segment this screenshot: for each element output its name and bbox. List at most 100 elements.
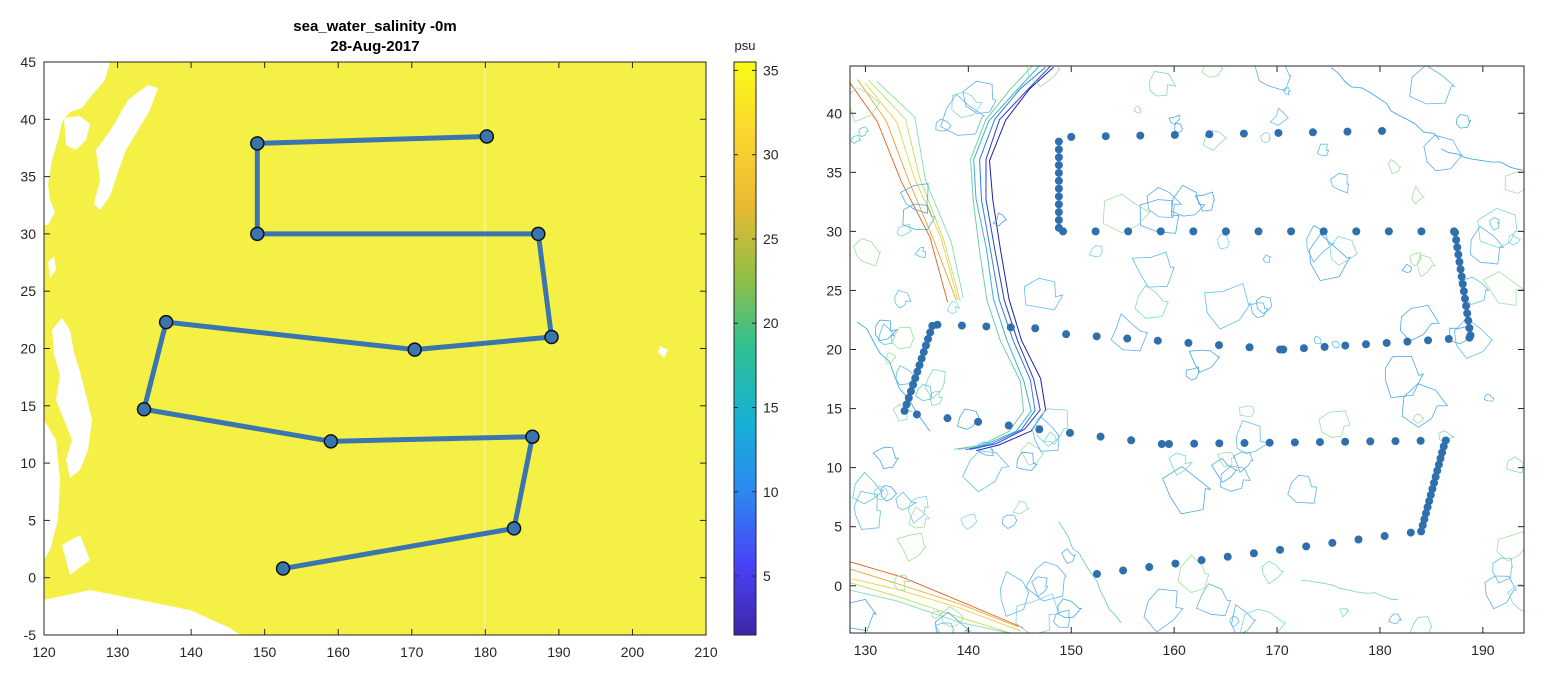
seamount-contour bbox=[962, 80, 997, 114]
seamount-contour bbox=[1015, 593, 1060, 633]
seamount-contour bbox=[934, 611, 972, 633]
shelf-contour bbox=[876, 80, 964, 298]
waypoint-dot bbox=[1454, 250, 1463, 259]
seamount-contour bbox=[1506, 456, 1524, 474]
seamount-contour bbox=[1023, 277, 1064, 311]
seamount-contour bbox=[1195, 583, 1232, 617]
seamount-contour bbox=[1387, 158, 1402, 175]
shelf-contour bbox=[850, 82, 949, 303]
waypoint-dot bbox=[1197, 556, 1206, 565]
colorbar-tick-label: 20 bbox=[763, 315, 779, 331]
colorbar-tick-label: 25 bbox=[763, 231, 779, 247]
chart-subtitle: 28-Aug-2017 bbox=[330, 38, 419, 55]
waypoint-dot bbox=[1092, 332, 1101, 341]
trench-contour bbox=[958, 66, 1040, 450]
waypoint-dot bbox=[1287, 227, 1296, 236]
waypoint-dot bbox=[1067, 132, 1076, 141]
seamount-contour bbox=[1146, 187, 1183, 218]
y-tick-label: 20 bbox=[826, 342, 842, 358]
colorbar-ticks: 5 10 15 20 25 30 35 bbox=[734, 62, 779, 584]
waypoint-dot bbox=[1417, 227, 1426, 236]
waypoint-dot bbox=[1054, 176, 1063, 185]
waypoint-dot bbox=[1341, 437, 1350, 446]
waypoint-dot bbox=[1136, 131, 1145, 140]
waypoint-dot bbox=[1119, 566, 1128, 575]
seamount-contour bbox=[1016, 451, 1038, 471]
seamount-contour bbox=[1211, 457, 1238, 483]
waypoint-dot bbox=[1403, 337, 1412, 346]
waypoint-dot bbox=[1054, 192, 1063, 201]
waypoint-dot bbox=[1092, 569, 1101, 578]
waypoint-dot bbox=[1054, 215, 1063, 224]
seamount-contour bbox=[1031, 576, 1049, 598]
seamount-contour bbox=[1318, 410, 1351, 438]
contour-line bbox=[1441, 148, 1523, 171]
land-sulawesi bbox=[62, 535, 90, 575]
seamount-contour bbox=[946, 300, 961, 315]
seamount-contour bbox=[1238, 405, 1255, 417]
y-axis-ticks-right: 0 5 10 15 20 25 30 35 40 bbox=[826, 105, 1524, 594]
waypoint-dot bbox=[1463, 309, 1472, 318]
waypoint-dot bbox=[974, 417, 983, 426]
waypoint-dot bbox=[1426, 490, 1435, 499]
y-tick-label: 0 bbox=[28, 570, 36, 586]
seamount-contour bbox=[1412, 413, 1425, 424]
shelf-contour bbox=[850, 582, 1013, 633]
waypoint-dot bbox=[1315, 438, 1324, 447]
seamount-contour bbox=[1204, 282, 1252, 330]
track-line bbox=[141, 133, 555, 571]
land-new-guinea bbox=[44, 590, 240, 635]
seamount-contour bbox=[1384, 355, 1425, 399]
seamount-contour bbox=[935, 118, 952, 132]
seamount-contour bbox=[1401, 383, 1449, 428]
contour-line bbox=[1058, 521, 1122, 624]
waypoint-dot bbox=[1239, 129, 1248, 138]
waypoint-dot bbox=[1459, 287, 1468, 296]
seamount-contour bbox=[940, 93, 986, 136]
seamount-contour bbox=[877, 323, 896, 345]
contour-line bbox=[1302, 580, 1399, 601]
seamount-contour bbox=[1477, 207, 1518, 248]
waypoint-dot bbox=[1406, 528, 1415, 537]
waypoint-dot bbox=[1221, 227, 1230, 236]
y-tick-label: 15 bbox=[20, 398, 36, 414]
seamount-contour bbox=[895, 365, 916, 386]
x-tick-label: 120 bbox=[32, 644, 56, 660]
waypoint-dot bbox=[1438, 448, 1447, 457]
waypoint-marker bbox=[323, 434, 339, 449]
seamount-contour bbox=[1025, 561, 1067, 602]
shelf-contour bbox=[851, 578, 1022, 632]
waypoint-dot bbox=[1062, 330, 1071, 339]
y-tick-label: 10 bbox=[826, 460, 842, 476]
waypoint-dot bbox=[921, 341, 930, 350]
seamount-contour bbox=[893, 574, 911, 591]
seamount-contour bbox=[1061, 548, 1076, 564]
seamount-contour bbox=[924, 369, 946, 400]
waypoint-dot bbox=[1416, 436, 1425, 445]
seamount-contour bbox=[1399, 304, 1440, 342]
seamount-contour bbox=[1231, 604, 1256, 633]
y-axis-ticks: -5 0 5 10 15 20 25 30 35 40 45 bbox=[20, 54, 706, 643]
waypoint-dot bbox=[1431, 472, 1440, 481]
waypoint-dot bbox=[1451, 228, 1460, 237]
x-tick-label: 150 bbox=[1060, 642, 1084, 658]
seamount-contour bbox=[1483, 393, 1495, 402]
seamount-contour bbox=[1401, 263, 1413, 273]
x-tick-label: 190 bbox=[547, 644, 571, 660]
waypoint-dot bbox=[1430, 478, 1439, 487]
seamount-contour bbox=[1012, 500, 1030, 515]
waypoint-dot bbox=[1245, 343, 1254, 352]
seamount-contour bbox=[1504, 170, 1524, 194]
waypoint-dot bbox=[1458, 279, 1467, 288]
y-tick-label: 35 bbox=[20, 169, 36, 185]
waypoint-dot bbox=[1436, 454, 1445, 463]
seamount-contour bbox=[850, 599, 877, 632]
y-tick-label: 5 bbox=[28, 512, 36, 528]
y-tick-label: 30 bbox=[826, 223, 842, 239]
shelf-contour bbox=[857, 79, 957, 301]
seamount-contour bbox=[908, 506, 931, 529]
waypoint-dot bbox=[1054, 137, 1063, 146]
waypoint-dot bbox=[913, 367, 922, 376]
seamount-contour bbox=[892, 403, 913, 422]
x-axis-ticks-right: 130 140 150 160 170 180 190 bbox=[854, 66, 1495, 658]
